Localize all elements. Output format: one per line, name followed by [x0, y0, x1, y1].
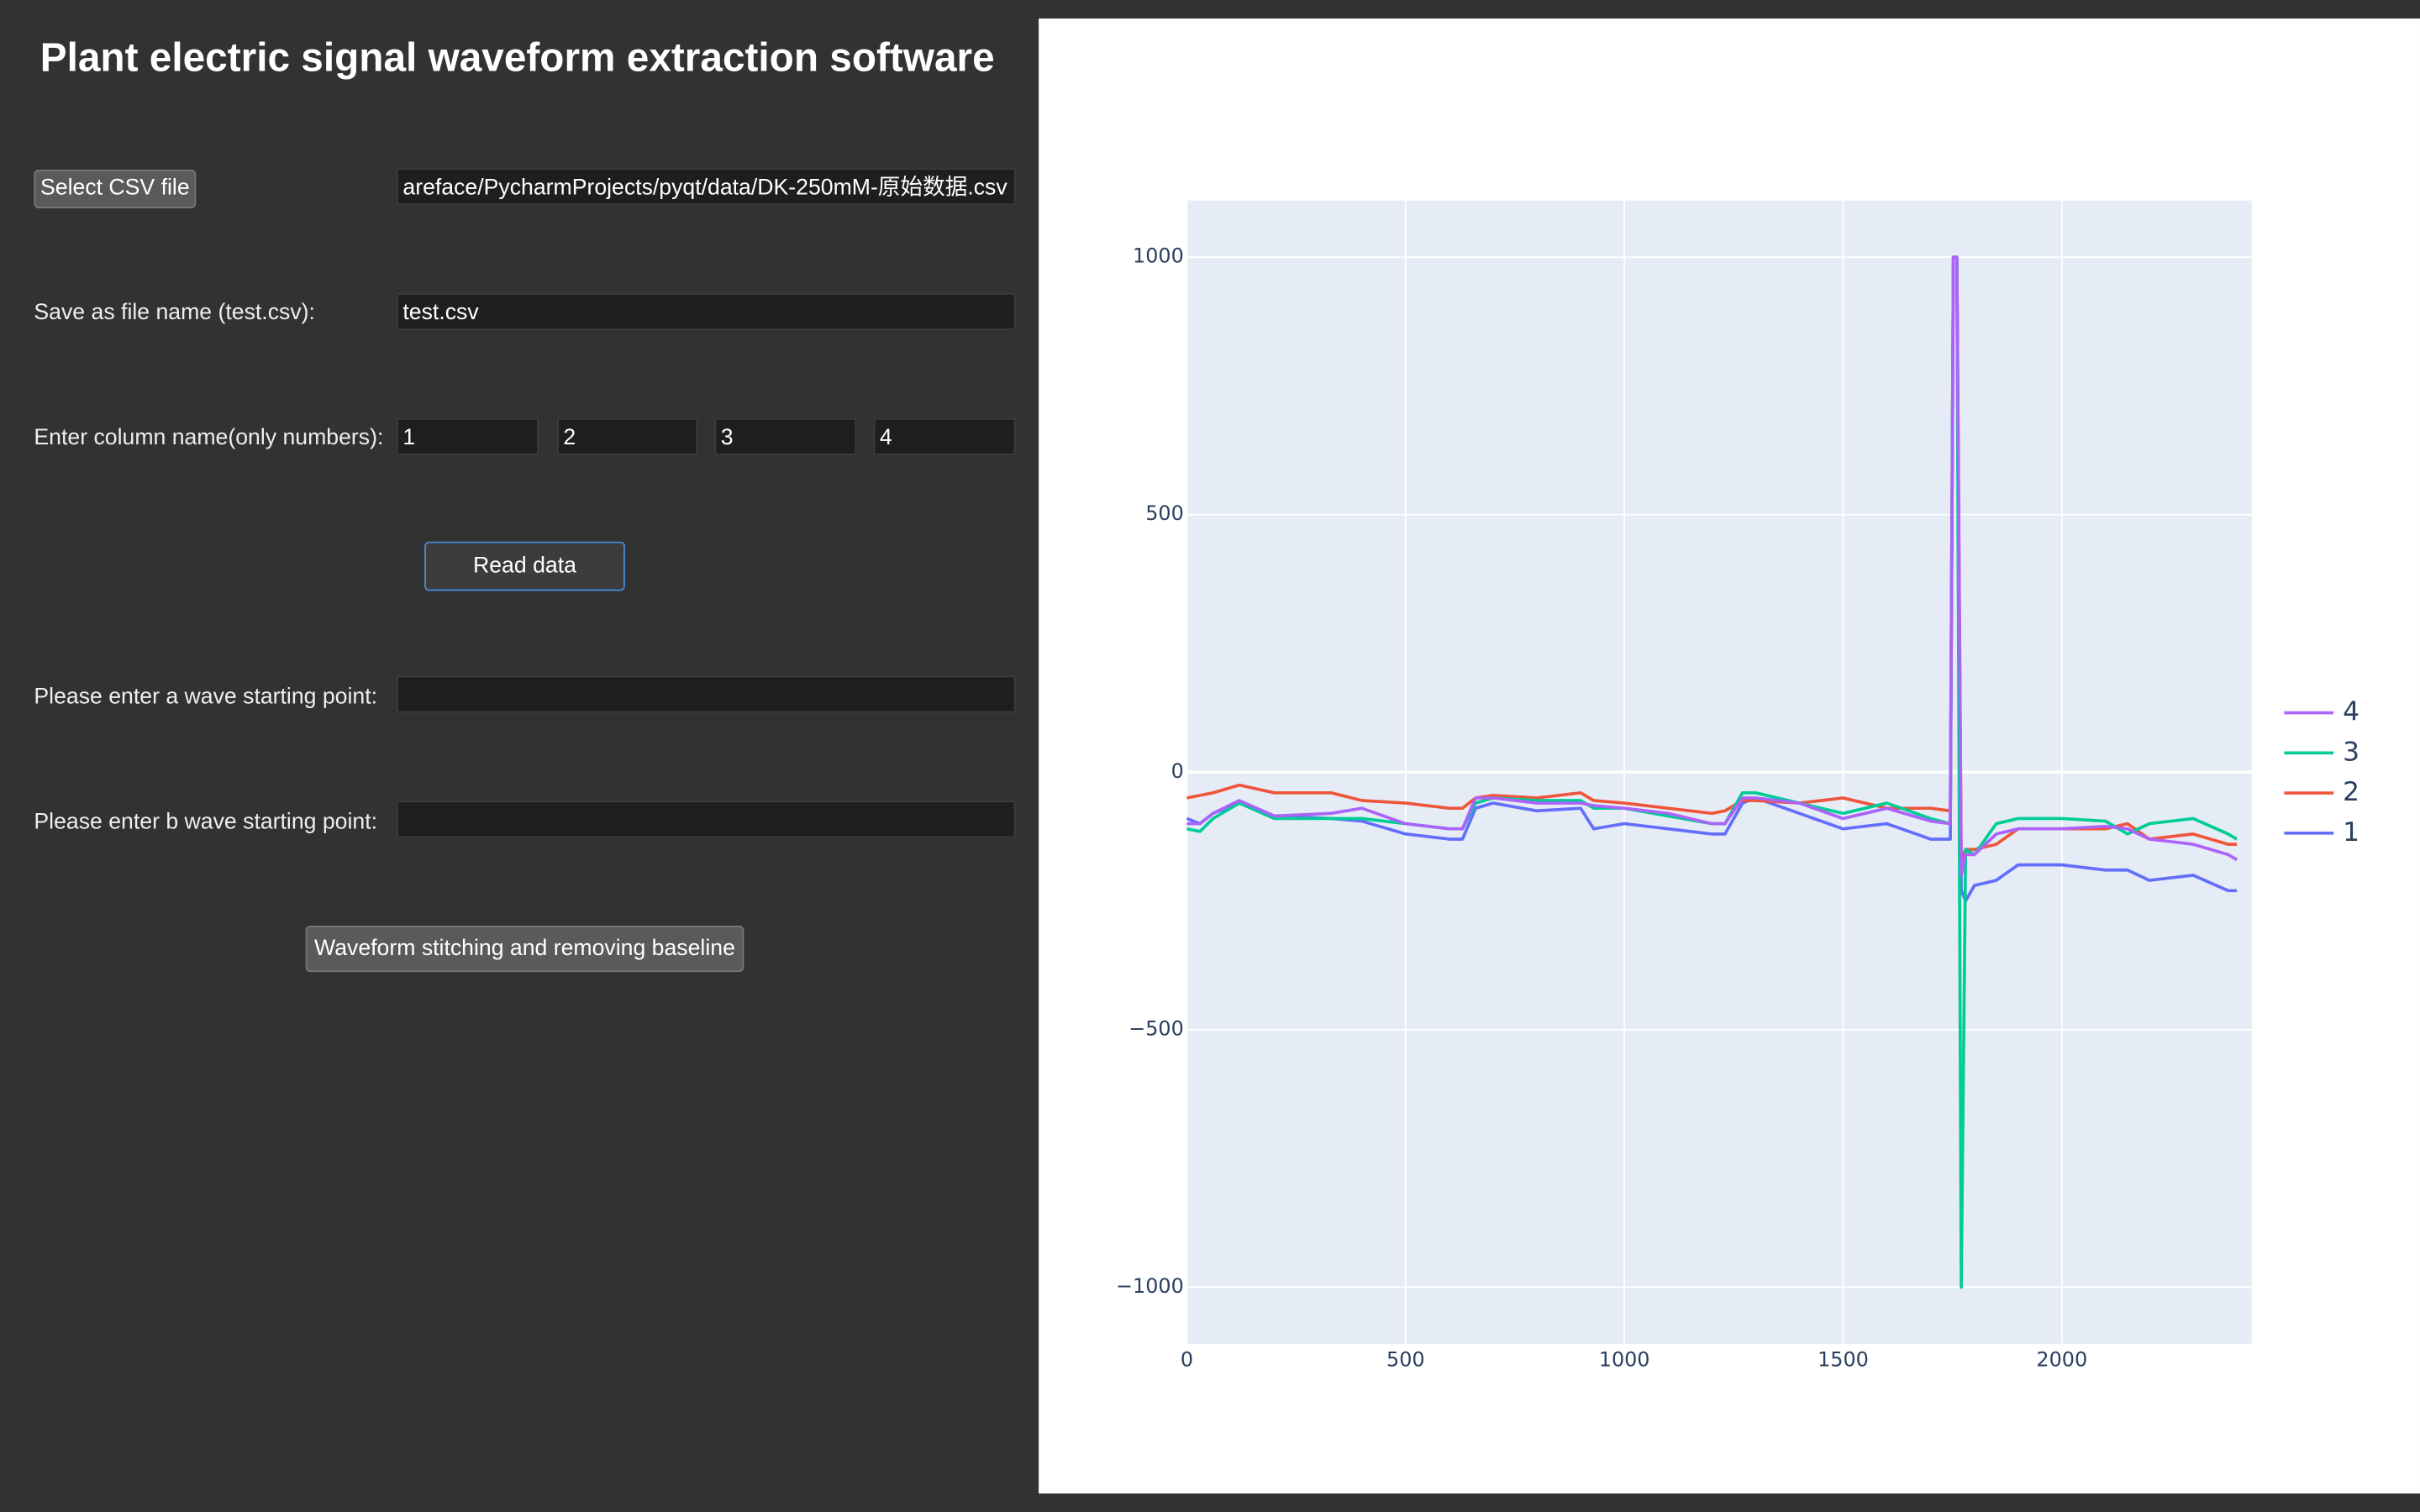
file-path: areface/PycharmProjects/pyqt/data/DK-250…: [402, 176, 1007, 201]
legend-label: 1: [2343, 817, 2360, 848]
y-tick-label: 500: [1145, 501, 1184, 525]
save-label: Save as file name (test.csv):: [34, 301, 315, 326]
column-input[interactable]: 4: [873, 417, 1016, 455]
b-input[interactable]: [397, 801, 1016, 838]
series-line: [1186, 255, 2238, 877]
y-tick-label: 1000: [1133, 244, 1184, 268]
read-button[interactable]: Read data: [424, 541, 625, 591]
legend-label: 3: [2343, 737, 2360, 767]
stitch-button[interactable]: Waveform stitching and removing baseline: [305, 926, 744, 973]
legend-label: 4: [2343, 697, 2360, 727]
a-input[interactable]: [397, 675, 1016, 713]
series-line: [1186, 255, 2238, 1289]
y-tick-label: −1000: [1116, 1274, 1184, 1298]
app-title: Plant electric signal waveform extractio…: [39, 34, 995, 81]
legend-label: 2: [2343, 777, 2360, 807]
file-path-input[interactable]: areface/PycharmProjects/pyqt/data/DK-250…: [397, 168, 1016, 206]
column-input[interactable]: 3: [714, 417, 857, 455]
column-input[interactable]: 1: [397, 417, 539, 455]
y-tick-label: 0: [1171, 759, 1184, 783]
y-tick-label: −500: [1128, 1016, 1184, 1040]
save-input[interactable]: test.csv: [397, 292, 1016, 331]
x-tick-label: 2000: [2036, 1347, 2087, 1371]
select-button[interactable]: Select CSV file: [34, 170, 197, 208]
x-tick-label: 1500: [1818, 1347, 1869, 1371]
chart: −1000 −500 0 500 1000 0 500 1000 1500 2000 1 2 3 4: [1116, 200, 2360, 1371]
b-label: Please enter b wave starting point:: [34, 810, 378, 835]
x-tick-label: 1000: [1599, 1347, 1650, 1371]
chart-panel: −1000 −500 0 500 1000 0 500 1000 1500 2000 1 2 3 4: [1039, 18, 2420, 1494]
x-tick-label: 0: [1181, 1347, 1193, 1371]
a-label: Please enter a wave starting point:: [34, 685, 378, 710]
x-tick-label: 500: [1386, 1347, 1425, 1371]
column-input[interactable]: 2: [557, 417, 698, 455]
column-label: Enter column name(only numbers):: [34, 425, 384, 451]
